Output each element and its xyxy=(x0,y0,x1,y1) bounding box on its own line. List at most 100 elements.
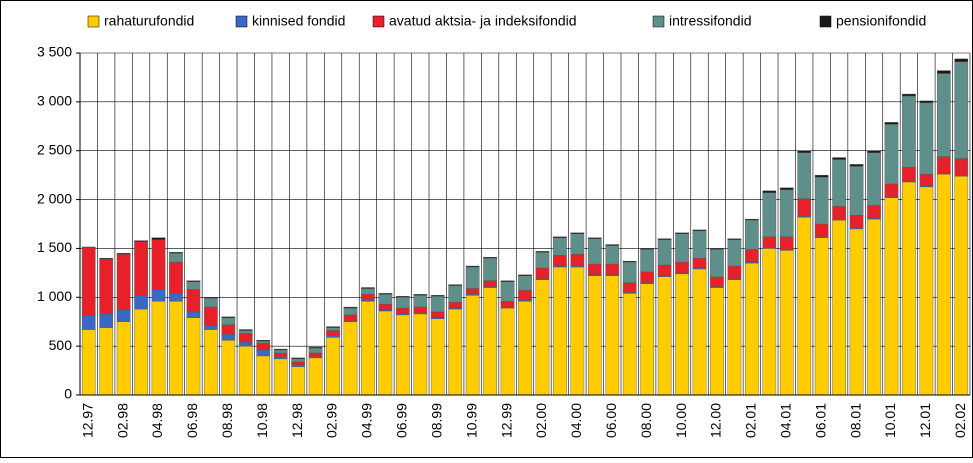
bar-segment xyxy=(885,124,898,184)
bar-segment xyxy=(588,264,601,275)
bar-segment xyxy=(344,308,357,315)
bar-segment xyxy=(728,240,741,266)
bar-segment xyxy=(449,286,462,303)
bar-segment xyxy=(867,205,880,218)
bar-segment xyxy=(763,193,776,237)
bar-segment xyxy=(850,215,863,228)
bar-segment xyxy=(239,346,252,395)
bar-segment xyxy=(379,294,392,304)
bar-segment xyxy=(222,318,235,325)
bar-segment xyxy=(134,309,147,395)
bar-segment xyxy=(641,248,654,249)
bar-segment xyxy=(937,174,950,395)
bar-segment xyxy=(920,103,933,174)
bar-segment xyxy=(152,289,165,301)
bar-segment xyxy=(204,326,217,330)
bar-segment xyxy=(832,220,845,395)
bar-segment xyxy=(431,296,444,312)
bar-segment xyxy=(483,258,496,280)
bar-segment xyxy=(187,318,200,395)
bar-segment xyxy=(187,289,200,311)
bar-segment xyxy=(658,239,671,240)
bar-segment xyxy=(815,175,828,177)
bar-segment xyxy=(675,262,688,273)
bar-segment xyxy=(518,276,531,291)
bar-segment xyxy=(483,257,496,258)
bar-segment xyxy=(553,255,566,266)
bar-segment xyxy=(396,308,409,314)
bar-segment xyxy=(798,151,811,153)
bar-segment xyxy=(536,252,549,268)
x-tick-label: 10.01 xyxy=(882,403,898,438)
bar-segment xyxy=(257,356,270,395)
bar-segment xyxy=(466,266,479,267)
legend-label: kinnised fondid xyxy=(252,13,345,29)
bar-segment xyxy=(728,266,741,279)
bar-segment xyxy=(152,240,165,290)
bar-segment xyxy=(414,307,427,313)
bar-segment xyxy=(449,309,462,395)
bar-segment xyxy=(710,248,723,249)
bar-segment xyxy=(832,206,845,219)
bar-segment xyxy=(292,358,305,359)
bar-segment xyxy=(745,219,758,220)
bar-segment xyxy=(937,71,950,74)
legend-swatch xyxy=(88,16,99,27)
bar-segment xyxy=(239,342,252,346)
bar-segment xyxy=(798,217,811,395)
x-tick-label: 06.98 xyxy=(184,403,200,438)
bar-segment xyxy=(937,74,950,157)
bar-segment xyxy=(82,247,95,315)
bar-segment xyxy=(326,337,339,395)
x-tick-label: 08.01 xyxy=(847,403,863,438)
legend-label: rahaturufondid xyxy=(104,13,194,29)
bar-segment xyxy=(623,283,636,293)
bar-segment xyxy=(134,295,147,309)
bar-segment xyxy=(361,301,374,395)
bar-segment xyxy=(745,249,758,262)
bar-segment xyxy=(885,198,898,395)
bar-segment xyxy=(344,307,357,308)
bar-segment xyxy=(292,362,305,365)
bar-segment xyxy=(361,288,374,294)
bar-segment xyxy=(431,319,444,395)
bar-segment xyxy=(204,307,217,326)
y-tick-label: 1 500 xyxy=(37,239,72,255)
bar-segment xyxy=(257,343,270,350)
bar-segment xyxy=(798,153,811,199)
bar-segment xyxy=(606,245,619,264)
x-tick-label: 04.00 xyxy=(568,403,584,438)
bar-segment xyxy=(431,312,444,318)
bar-segment xyxy=(745,220,758,249)
bar-segment xyxy=(815,238,828,395)
bar-segment xyxy=(134,241,147,242)
x-tick-label: 02.99 xyxy=(324,403,340,438)
bar-segment xyxy=(641,284,654,395)
bar-segment xyxy=(379,293,392,294)
x-tick-label: 08.98 xyxy=(219,403,235,438)
bar-segment xyxy=(763,237,776,248)
bar-segment xyxy=(937,157,950,174)
bar-segment xyxy=(867,151,880,153)
bar-segment xyxy=(274,359,287,395)
bar-segment xyxy=(257,350,270,356)
bar-segment xyxy=(693,258,706,268)
bar-segment xyxy=(501,308,514,395)
bar-segment xyxy=(414,294,427,295)
bar-segment xyxy=(379,304,392,310)
bar-segment xyxy=(606,245,619,246)
bar-segment xyxy=(832,158,845,160)
bar-segment xyxy=(204,330,217,395)
bar-segment xyxy=(518,301,531,395)
bar-segment xyxy=(396,296,409,297)
bar-segment xyxy=(536,268,549,279)
bar-segment xyxy=(100,258,113,259)
bar-segment xyxy=(396,297,409,308)
bar-segment xyxy=(902,96,915,167)
bar-segment xyxy=(309,348,322,353)
bar-segment xyxy=(606,276,619,395)
bar-segment xyxy=(815,177,828,224)
bar-segment xyxy=(745,263,758,395)
x-tick-label: 08.00 xyxy=(638,403,654,438)
